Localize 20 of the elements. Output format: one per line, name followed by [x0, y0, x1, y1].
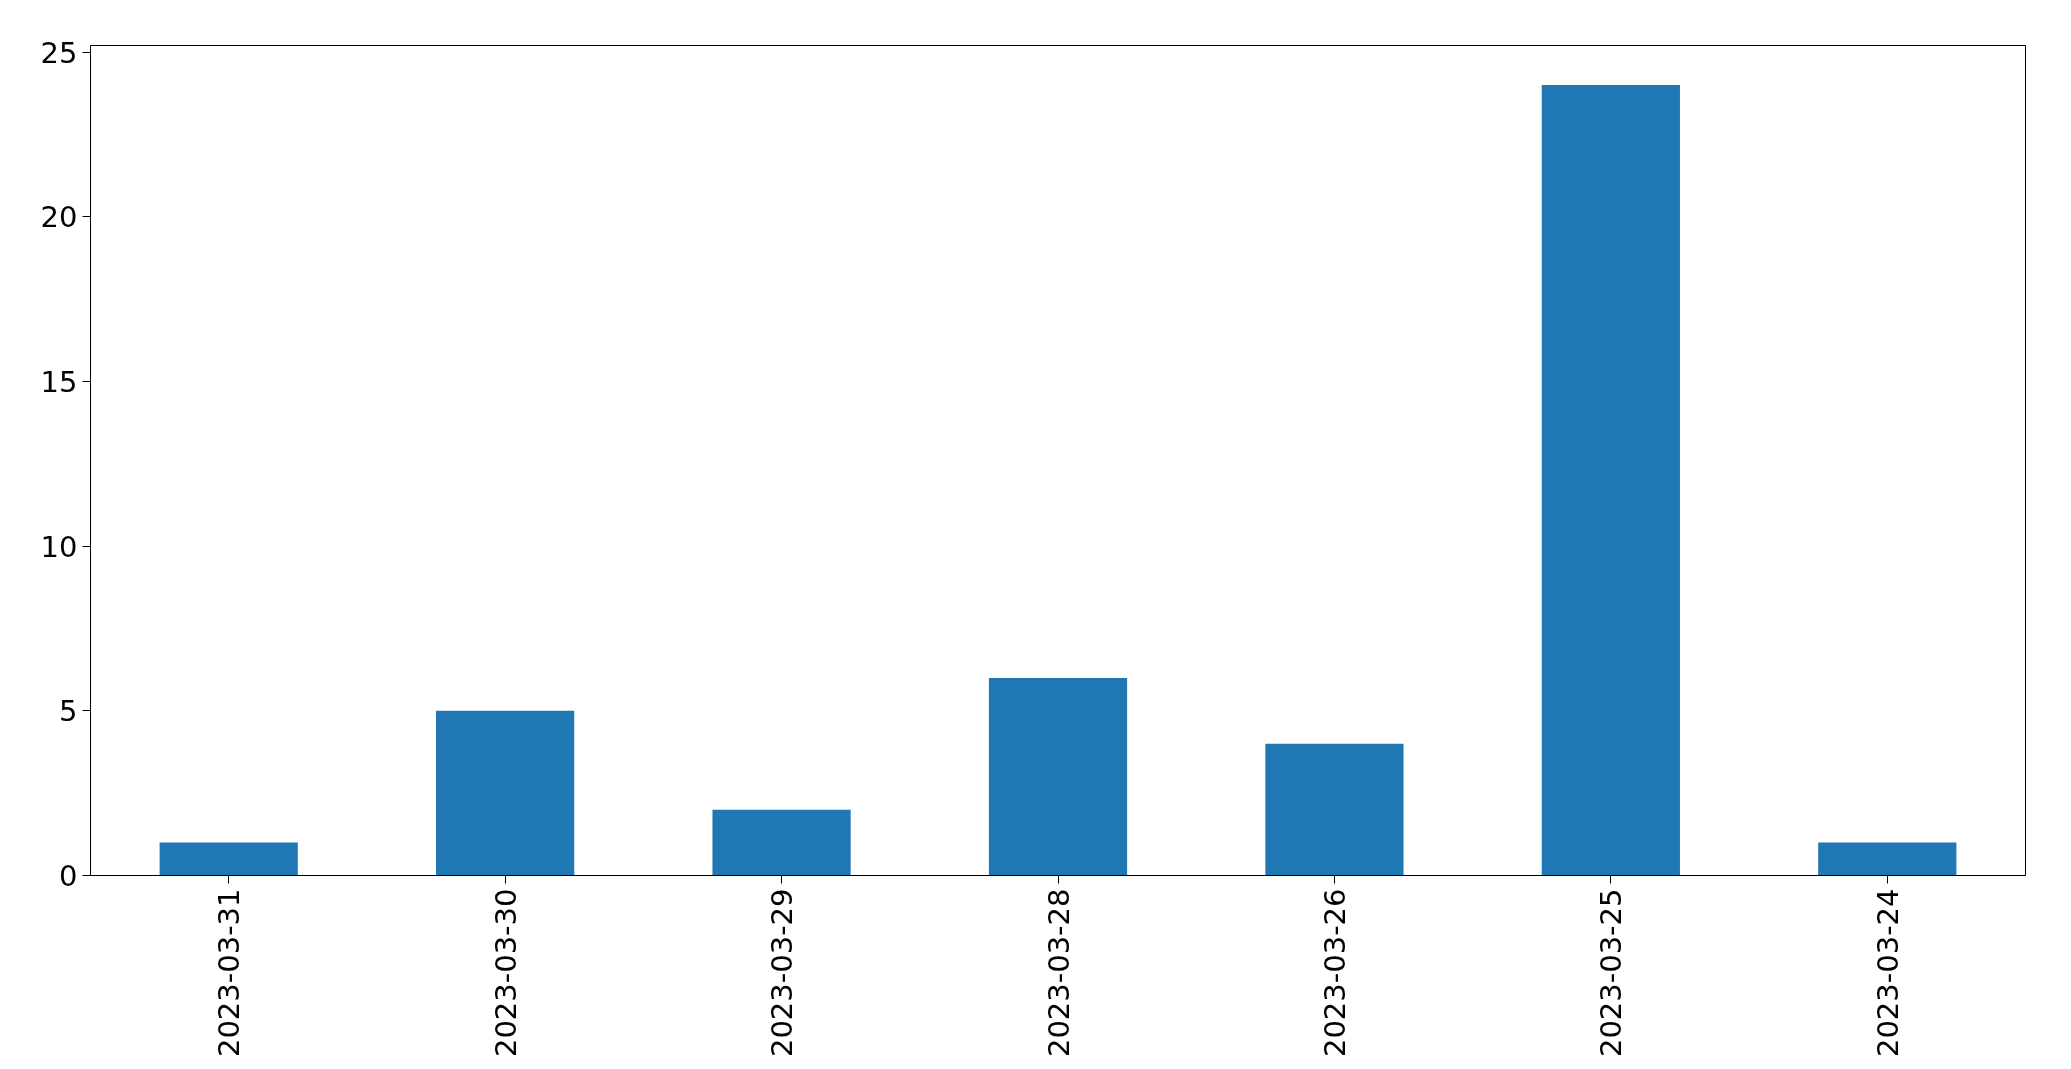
y-tick-label: 5: [59, 694, 78, 729]
x-tick-label: 2023-03-29: [765, 888, 800, 1058]
y-tick-label: 25: [40, 35, 78, 70]
x-tick-label: 2023-03-26: [1317, 888, 1352, 1058]
y-tick-label: 15: [40, 364, 78, 399]
y-tick-label: 10: [40, 529, 78, 564]
x-tick-label: 2023-03-25: [1594, 888, 1629, 1058]
x-tick-label: 2023-03-28: [1041, 888, 1076, 1058]
bar: [988, 677, 1128, 876]
bar: [436, 710, 575, 876]
bar: [1541, 85, 1680, 876]
bar: [712, 809, 851, 876]
bar: [159, 842, 298, 876]
x-tick-label: 2023-03-24: [1870, 888, 1905, 1058]
x-tick-label: 2023-03-30: [488, 888, 523, 1058]
bar: [1265, 743, 1404, 876]
y-tick-label: 20: [40, 200, 78, 235]
y-tick-label: 0: [59, 859, 78, 893]
x-tick-label: 2023-03-31: [212, 888, 247, 1058]
bar: [1818, 842, 1957, 876]
